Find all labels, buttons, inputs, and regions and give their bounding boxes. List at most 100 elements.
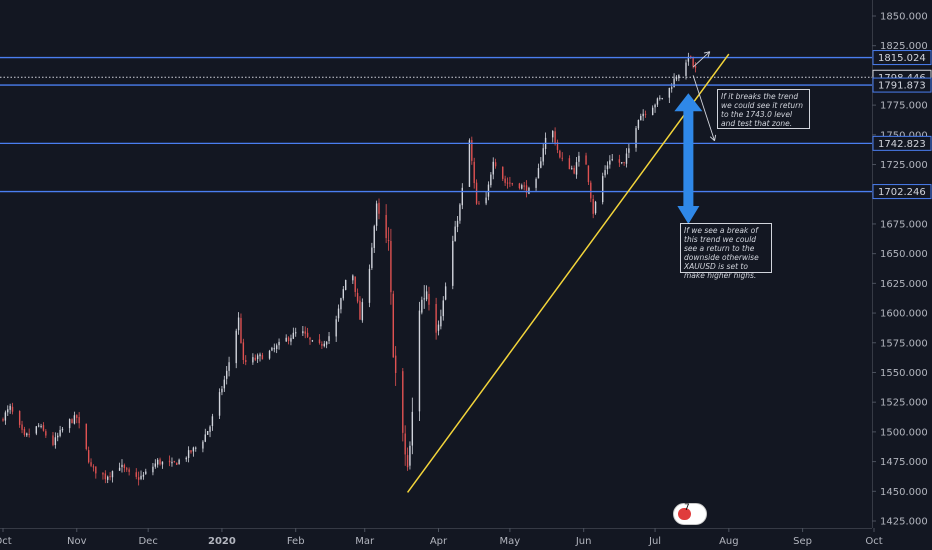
x-tick-label: Dec bbox=[138, 536, 157, 547]
candle-body bbox=[651, 107, 654, 116]
y-tick-label: 1600.000 bbox=[880, 309, 928, 320]
y-tick-label: 1525.000 bbox=[880, 398, 928, 409]
candle-body bbox=[506, 182, 509, 184]
candle-body bbox=[385, 214, 387, 239]
candle-body bbox=[202, 441, 204, 449]
y-tick-label: 1750.000 bbox=[880, 130, 928, 141]
y-tick-label: 1725.000 bbox=[880, 160, 928, 171]
candle-body bbox=[575, 162, 578, 175]
x-axis[interactable]: Oct Nov Dec 2020 Feb Mar Apr May Jun Jul Aug Sep Oct bbox=[0, 528, 932, 550]
candle-body bbox=[154, 463, 157, 467]
candle-body bbox=[487, 184, 490, 197]
candle-body bbox=[375, 203, 378, 226]
candle-body bbox=[109, 476, 111, 478]
candle-body bbox=[173, 461, 176, 463]
y-tick-label: 1825.000 bbox=[880, 41, 928, 52]
candle-body bbox=[537, 168, 540, 179]
candle-body bbox=[318, 339, 321, 344]
level-price-tag bbox=[872, 184, 932, 200]
annotation-downside[interactable]: If we see a break of this trend we could… bbox=[680, 223, 772, 280]
candle-body bbox=[337, 308, 340, 319]
x-tick-label: Mar bbox=[355, 536, 375, 547]
candle-body bbox=[278, 341, 280, 346]
candle-body bbox=[95, 466, 97, 474]
candle-body bbox=[352, 275, 354, 281]
candle-body bbox=[45, 431, 47, 436]
candle-body bbox=[578, 155, 580, 162]
candle-body bbox=[18, 410, 21, 425]
candle-body bbox=[161, 461, 164, 465]
x-tick-label: Aug bbox=[719, 536, 739, 547]
candle-body bbox=[159, 459, 161, 465]
candle-body bbox=[328, 336, 330, 342]
candle-body bbox=[661, 97, 663, 99]
y-tick-label: 1650.000 bbox=[880, 249, 928, 260]
candle-body bbox=[675, 77, 678, 80]
candle-body bbox=[275, 345, 278, 349]
candle-body bbox=[559, 150, 561, 158]
candle-body bbox=[392, 293, 394, 358]
y-tick-label: 1550.000 bbox=[880, 368, 928, 379]
candle-body bbox=[185, 457, 187, 460]
candle-body bbox=[190, 450, 192, 453]
candle-body bbox=[540, 161, 542, 168]
candle-body bbox=[592, 198, 594, 214]
candle-body bbox=[685, 62, 687, 76]
candle-body bbox=[490, 174, 492, 186]
level-price-tag bbox=[872, 77, 932, 93]
projection-down-arrow-head bbox=[714, 134, 717, 141]
candle-body bbox=[54, 437, 57, 446]
candle-body bbox=[111, 471, 114, 478]
candle-body bbox=[461, 187, 463, 206]
events-count: 7 bbox=[684, 503, 690, 513]
candle-body bbox=[668, 87, 671, 98]
candle-body bbox=[404, 433, 406, 455]
projection-down-arrow-head bbox=[709, 136, 715, 142]
candle-body bbox=[556, 142, 559, 150]
candle-body bbox=[623, 162, 625, 164]
candle-body bbox=[425, 291, 428, 300]
y-tick-label: 1425.000 bbox=[880, 517, 928, 528]
level-price-label: 1742.823 bbox=[878, 139, 926, 150]
events-badge[interactable]: 7 bbox=[673, 503, 707, 525]
y-tick-label: 1575.000 bbox=[880, 338, 928, 349]
candle-body bbox=[4, 412, 7, 421]
level-price-tag bbox=[872, 50, 932, 66]
candle-body bbox=[225, 370, 228, 379]
candle-body bbox=[678, 75, 680, 79]
candle-body bbox=[554, 131, 556, 144]
candle-body bbox=[471, 140, 473, 161]
candle-body bbox=[52, 435, 54, 445]
y-tick-label: 1500.000 bbox=[880, 427, 928, 438]
candle-body bbox=[121, 464, 123, 468]
candle-body bbox=[690, 56, 692, 58]
candle-body bbox=[640, 115, 642, 121]
candle-body bbox=[394, 355, 397, 373]
candle-body bbox=[692, 57, 694, 67]
candle-body bbox=[242, 342, 245, 361]
candle-body bbox=[204, 434, 206, 442]
candle-body bbox=[325, 341, 328, 345]
level-price-label: 1702.246 bbox=[878, 187, 926, 198]
candle-body bbox=[618, 159, 621, 163]
candle-body bbox=[440, 316, 442, 327]
candle-body bbox=[87, 450, 90, 463]
candle-body bbox=[411, 411, 414, 446]
annotation-trend-break[interactable]: If it breaks the trend we could see it r… bbox=[717, 89, 810, 129]
candle-body bbox=[335, 319, 337, 337]
level-price-label: 1791.873 bbox=[878, 81, 926, 92]
candle-body bbox=[304, 331, 306, 334]
candle-body bbox=[35, 426, 38, 434]
level-price-label: 1815.024 bbox=[878, 53, 926, 64]
candle-body bbox=[285, 337, 287, 342]
candle-body bbox=[409, 445, 411, 466]
candle-body bbox=[673, 78, 675, 88]
y-tick-label: 1625.000 bbox=[880, 279, 928, 290]
candle-body bbox=[245, 360, 247, 362]
candle-body bbox=[128, 469, 130, 472]
y-tick-label: 1675.000 bbox=[880, 219, 928, 230]
candle-body bbox=[523, 185, 525, 187]
candle-body bbox=[406, 455, 409, 468]
candle-body bbox=[273, 348, 275, 350]
